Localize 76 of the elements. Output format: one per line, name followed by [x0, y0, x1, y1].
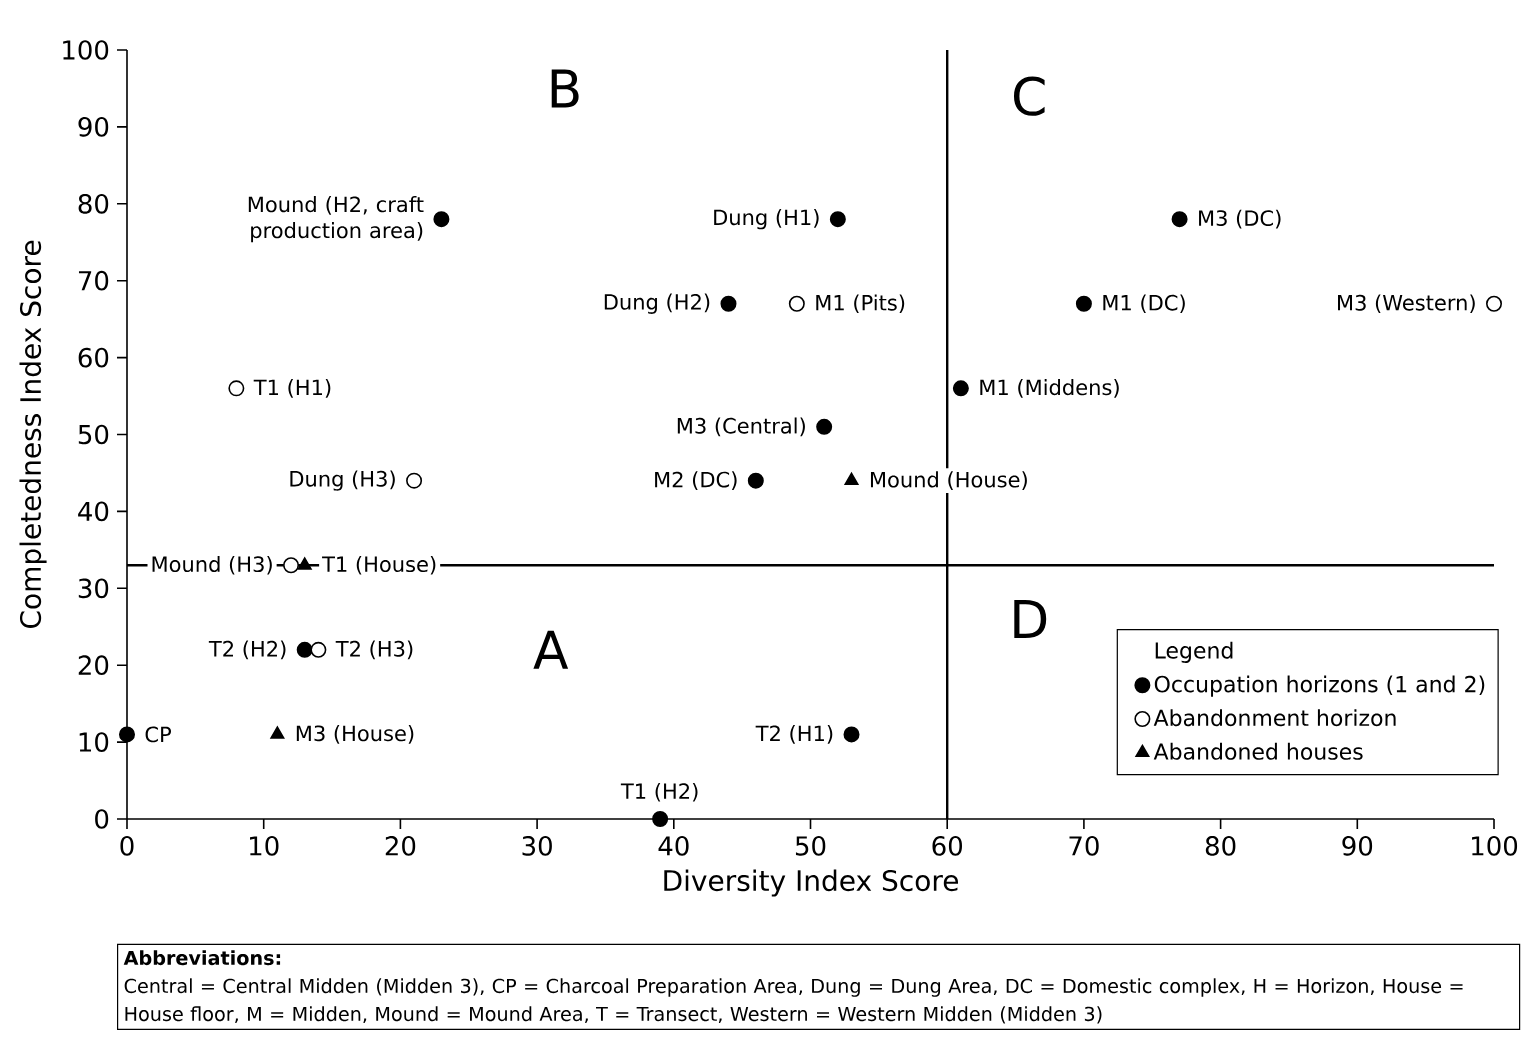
- point: [816, 418, 833, 435]
- annotation: T2 (H2): [208, 640, 286, 660]
- x-tick-label: 30: [522, 836, 552, 856]
- annotation: T1 (H2): [620, 782, 698, 802]
- point: [720, 295, 737, 312]
- point: [952, 380, 969, 397]
- annotation: Dung (H1): [714, 209, 819, 230]
- annotation: Dung (H2): [604, 293, 710, 314]
- annotation: M3 (DC): [1199, 209, 1281, 229]
- y-tick-label: 30: [78, 578, 109, 599]
- annotation: M2 (DC): [655, 471, 737, 490]
- x-axis-title: Diversity Index Score: [664, 869, 959, 897]
- annotation: M3 (House): [296, 725, 414, 744]
- point: [270, 726, 285, 739]
- x-tick-label: 0: [120, 836, 134, 856]
- point: [1171, 211, 1188, 228]
- point: [297, 557, 312, 570]
- x-tick-label: 60: [932, 836, 962, 856]
- annotation: M1 (DC): [1103, 294, 1185, 314]
- y-tick-label: 100: [63, 40, 109, 60]
- point: [1486, 295, 1503, 312]
- annotation: A: [533, 630, 569, 669]
- y-axis-title: Completedness Index Score: [19, 240, 47, 629]
- point: [829, 211, 846, 228]
- x-tick-label: 80: [1205, 836, 1236, 856]
- annotation: M3 (Central): [677, 417, 805, 437]
- text: Abbreviations:: [123, 950, 281, 966]
- x-tick-label: 10: [250, 836, 279, 856]
- point: [296, 641, 313, 658]
- annotation: M3 (Western): [1338, 294, 1475, 314]
- annotation: D: [1014, 600, 1047, 639]
- annotation: Mound (H2, craft production area): [248, 196, 424, 243]
- annotation: CP: [145, 726, 172, 743]
- y-tick-label: 10: [79, 732, 109, 752]
- point: [119, 726, 135, 743]
- y-tick-label: 50: [78, 424, 109, 445]
- point: [283, 557, 300, 574]
- text: Central = Central Midden (Midden 3), CP = Charcoal Preparation Area, Dung = Dung Area, DC = Domestic complex, H = Horizon, House = House floor, M = Midden, Mound = Mound Area, T = Transect, Western = Western Midden (Midden 3): [124, 978, 1463, 1024]
- annotation: M1 (Pits): [816, 294, 905, 314]
- annotation: T1 (House): [322, 555, 436, 575]
- y-tick-label: 90: [78, 117, 109, 137]
- x-tick-label: 70: [1069, 836, 1099, 856]
- x-tick-label: 90: [1342, 836, 1373, 856]
- annotation: C: [1013, 76, 1045, 116]
- annotation: M1 (Middens): [980, 379, 1119, 398]
- annotation: Mound (House): [870, 471, 1027, 490]
- point: [228, 380, 245, 397]
- x-tick-label: 100: [1472, 836, 1518, 856]
- legend-label: Abandonment horizon: [1153, 709, 1396, 727]
- point: [406, 472, 423, 489]
- annotation: Dung (H3): [290, 470, 395, 491]
- point: [843, 726, 860, 743]
- annotation: Mound (H3): [152, 555, 272, 575]
- annotation: T2 (H1): [755, 725, 833, 744]
- y-tick-label: 20: [78, 655, 109, 676]
- point: [652, 811, 669, 827]
- point: [1075, 295, 1092, 312]
- point: [747, 472, 764, 489]
- point: [788, 295, 805, 312]
- annotation: T2 (H3): [335, 640, 413, 660]
- x-tick-label: 40: [658, 836, 689, 856]
- x-tick-label: 50: [795, 836, 826, 856]
- annotation: B: [551, 69, 579, 108]
- legend-label: Abandoned houses: [1153, 742, 1363, 760]
- point: [844, 472, 859, 486]
- legend-label: Occupation horizons (1 and 2): [1154, 675, 1485, 697]
- y-tick-label: 60: [78, 347, 109, 368]
- y-tick-label: 40: [78, 501, 109, 522]
- point: [310, 641, 327, 658]
- y-tick-label: 80: [78, 193, 109, 214]
- legend-title: Legend: [1155, 641, 1233, 663]
- point: [433, 211, 450, 228]
- y-tick-label: 70: [78, 270, 109, 291]
- annotation: T1 (H1): [253, 379, 331, 398]
- y-tick-label: 0: [95, 809, 109, 829]
- x-tick-label: 20: [385, 836, 416, 856]
